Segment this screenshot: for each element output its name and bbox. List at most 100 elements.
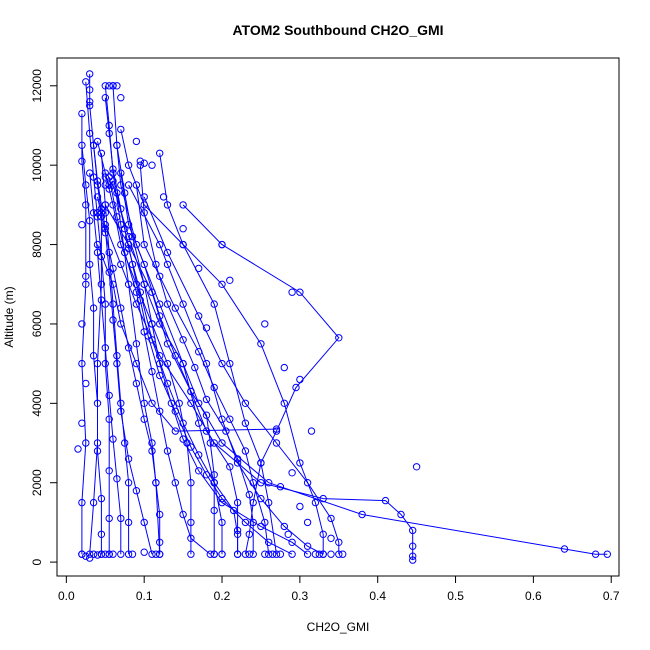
- data-point: [210, 550, 218, 558]
- data-point: [397, 510, 405, 519]
- data-point: [249, 479, 257, 487]
- data-point: [128, 232, 137, 241]
- data-point: [109, 316, 117, 324]
- x-tick-label: 0.5: [447, 589, 464, 603]
- data-point: [117, 304, 125, 312]
- data-point: [140, 209, 148, 217]
- profile-line: [120, 129, 277, 555]
- data-point: [109, 169, 117, 177]
- data-point: [409, 542, 417, 550]
- data-point: [113, 213, 121, 221]
- data-point: [93, 439, 102, 447]
- data-point: [218, 498, 226, 507]
- data-point: [136, 157, 145, 165]
- data-point: [163, 248, 172, 257]
- data-point: [86, 260, 94, 269]
- data-point: [560, 545, 569, 553]
- data-point: [121, 248, 129, 257]
- data-point: [148, 550, 156, 558]
- y-tick-label: 2000: [30, 469, 44, 496]
- data-point: [109, 550, 117, 558]
- data-point: [93, 193, 102, 201]
- data-point: [105, 185, 113, 193]
- data-point: [144, 332, 152, 340]
- data-point: [101, 209, 110, 217]
- data-point: [132, 288, 141, 296]
- data-point: [276, 483, 285, 491]
- data-point: [78, 320, 86, 328]
- data-point: [86, 550, 94, 558]
- profile-line: [97, 141, 192, 555]
- data-point: [97, 280, 106, 288]
- data-point: [105, 514, 113, 523]
- data-point: [335, 334, 343, 342]
- data-point: [86, 169, 94, 177]
- data-point: [113, 352, 121, 360]
- data-point: [265, 479, 273, 487]
- data-point: [117, 550, 125, 558]
- data-point: [187, 518, 195, 527]
- data-point: [82, 181, 90, 189]
- data-point: [163, 379, 172, 388]
- profile-line: [89, 73, 102, 555]
- profile-line: [182, 204, 340, 555]
- data-point: [82, 379, 90, 388]
- data-point: [319, 550, 327, 558]
- data-point: [272, 427, 281, 435]
- data-point: [280, 399, 288, 407]
- data-point: [591, 550, 600, 558]
- data-point: [226, 415, 234, 423]
- data-point: [140, 548, 148, 556]
- data-point: [97, 252, 106, 261]
- data-point: [284, 530, 292, 538]
- data-point: [105, 181, 113, 189]
- data-point: [409, 552, 417, 560]
- data-point: [210, 479, 218, 487]
- data-point: [113, 189, 121, 197]
- data-point: [171, 352, 180, 360]
- data-point: [124, 181, 133, 189]
- data-point: [245, 490, 254, 499]
- data-point: [241, 419, 250, 427]
- data-point: [210, 383, 218, 392]
- data-point: [226, 276, 234, 284]
- data-point: [140, 518, 148, 527]
- data-point: [93, 181, 102, 189]
- data-point: [121, 225, 129, 233]
- data-point: [265, 538, 273, 546]
- data-point: [163, 201, 172, 209]
- data-point: [218, 240, 226, 249]
- data-point: [335, 550, 343, 558]
- data-point: [132, 379, 141, 388]
- data-point: [307, 427, 316, 435]
- data-point: [202, 471, 211, 479]
- data-point: [97, 550, 106, 558]
- data-point: [222, 427, 230, 435]
- data-point: [288, 550, 296, 558]
- data-point: [319, 494, 327, 503]
- data-point: [327, 514, 335, 523]
- data-point: [249, 550, 257, 558]
- data-point: [257, 459, 265, 467]
- data-point: [89, 173, 98, 181]
- data-point: [105, 415, 113, 423]
- data-point: [296, 502, 304, 511]
- data-point: [101, 201, 110, 209]
- data-point: [171, 304, 180, 312]
- data-point: [226, 359, 234, 368]
- data-point: [195, 264, 203, 273]
- data-point: [179, 201, 187, 209]
- data-point: [148, 367, 156, 376]
- data-point: [152, 260, 160, 269]
- data-point: [195, 399, 203, 407]
- data-point: [124, 161, 133, 169]
- data-point: [93, 399, 102, 407]
- data-point: [132, 280, 141, 288]
- data-point: [113, 475, 121, 483]
- data-points: [74, 70, 611, 564]
- data-point: [93, 240, 102, 249]
- x-tick-label: 0.6: [525, 589, 542, 603]
- data-point: [303, 542, 312, 550]
- data-point: [148, 288, 156, 296]
- data-point: [117, 181, 125, 189]
